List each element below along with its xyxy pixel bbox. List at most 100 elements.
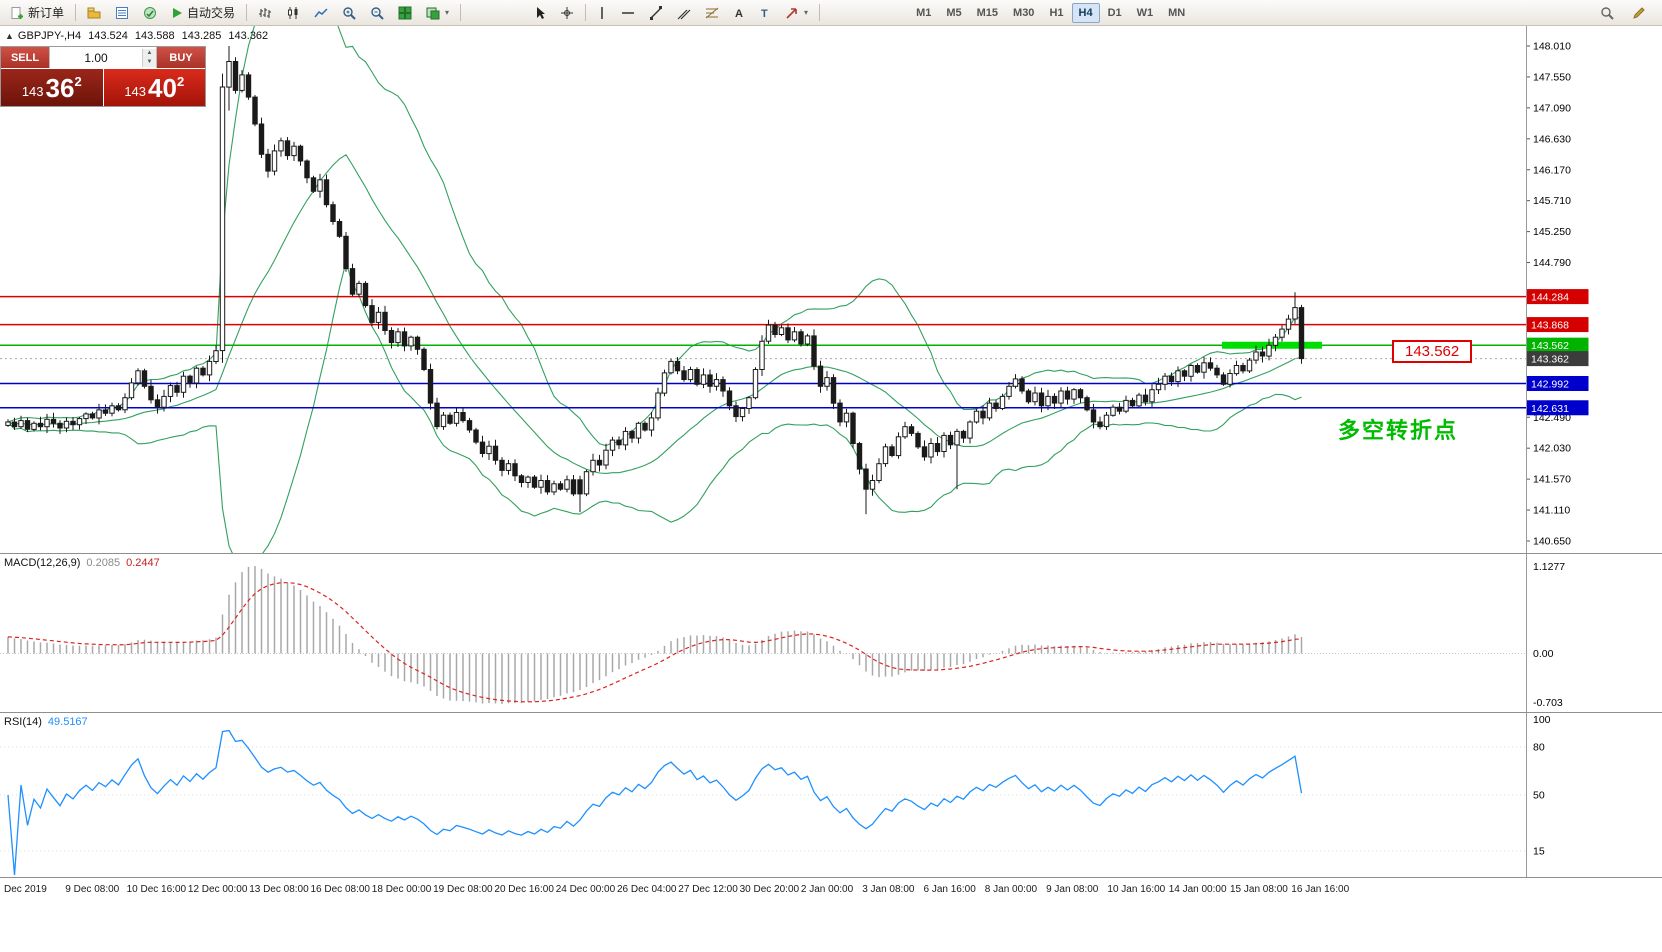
bar-close: 143.362 bbox=[228, 30, 269, 42]
auto-trading-label: 自动交易 bbox=[187, 6, 236, 20]
search-icon bbox=[1600, 6, 1614, 20]
volume-box: ▲ ▼ bbox=[49, 47, 157, 68]
time-axis-label: 2 Jan 00:00 bbox=[800, 884, 854, 895]
text-button[interactable]: A bbox=[727, 3, 751, 23]
timeframe-toolbar: M1 M5 M15 M30 H1 H4 D1 W1 MN bbox=[909, 2, 1192, 23]
profiles-button[interactable] bbox=[81, 3, 107, 23]
new-order-icon bbox=[10, 6, 24, 20]
crosshair-button[interactable] bbox=[554, 3, 580, 23]
sell-price-display[interactable]: 143 36 2 bbox=[1, 69, 103, 106]
tile-windows-button[interactable] bbox=[392, 3, 418, 23]
price-level-label bbox=[1526, 289, 1589, 305]
macd-name: MACD(12,26,9) bbox=[4, 557, 81, 569]
timeframe-button-m1[interactable]: M1 bbox=[916, 6, 932, 19]
macd-label: MACD(12,26,9) 0.2085 0.2447 bbox=[4, 557, 160, 569]
macd-value-signal: 0.2447 bbox=[126, 557, 160, 569]
macd-scale-label: -0.703 bbox=[1533, 697, 1563, 709]
one-click-trading-panel: SELL ▲ ▼ BUY 143 36 2 143 40 2 bbox=[0, 46, 206, 107]
timeframe-button-h1[interactable]: H1 bbox=[1049, 6, 1064, 19]
equidistant-channel-button[interactable] bbox=[671, 3, 697, 23]
rsi-panel[interactable]: 100 80 50 15 bbox=[0, 713, 1662, 877]
panel-splitter[interactable] bbox=[0, 553, 1662, 554]
toolbar-separator bbox=[460, 4, 462, 21]
timeframe-button-m5[interactable]: M5 bbox=[946, 6, 962, 19]
time-axis-label: 8 Jan 00:00 bbox=[984, 884, 1038, 895]
new-chart-button[interactable]: ▾ bbox=[420, 3, 455, 23]
edit-icon bbox=[1632, 6, 1646, 20]
timeframe-button-h4[interactable]: H4 bbox=[1071, 2, 1100, 23]
chart-ohlc-header: ▲ GBPJPY-,H4 143.524 143.588 143.285 143.362 bbox=[5, 30, 275, 42]
bar-high: 143.588 bbox=[134, 30, 175, 42]
chevron-down-icon: ▾ bbox=[445, 8, 450, 17]
horizontal-line-button[interactable] bbox=[615, 3, 641, 23]
text-label-button[interactable]: T bbox=[753, 3, 777, 23]
timeframe-button-d1[interactable]: D1 bbox=[1107, 6, 1122, 19]
buy-price-prefix: 143 bbox=[124, 84, 147, 99]
volume-input[interactable] bbox=[50, 49, 142, 66]
strategy-button[interactable] bbox=[137, 3, 163, 23]
new-order-label: 新订单 bbox=[28, 6, 65, 20]
market-depth-icon bbox=[115, 6, 129, 20]
candlestick-chart-button[interactable] bbox=[280, 3, 306, 23]
time-axis-label: 16 Jan 16:00 bbox=[1291, 884, 1350, 895]
panel-splitter[interactable] bbox=[0, 712, 1662, 713]
price-level-label bbox=[1526, 375, 1589, 391]
equidistant-channel-icon bbox=[677, 6, 691, 20]
svg-text:144.284: 144.284 bbox=[1531, 292, 1569, 304]
arrow-objects-button[interactable]: ▾ bbox=[779, 3, 814, 23]
zoom-out-icon bbox=[370, 6, 384, 20]
zoom-in-button[interactable] bbox=[336, 3, 362, 23]
panel-splitter[interactable] bbox=[0, 877, 1662, 878]
line-chart-button[interactable] bbox=[308, 3, 334, 23]
auto-trading-button[interactable]: 自动交易 bbox=[165, 3, 241, 23]
svg-text:142.631: 142.631 bbox=[1531, 403, 1569, 415]
price-tick-label: 142.030 bbox=[1533, 443, 1571, 455]
price-tick-label: 145.250 bbox=[1533, 226, 1571, 238]
edit-button[interactable] bbox=[1626, 3, 1652, 23]
buy-price-big: 40 bbox=[148, 72, 177, 103]
timeframe-button-m15[interactable]: M15 bbox=[976, 6, 999, 19]
one-click-panel-toggle[interactable]: ▲ bbox=[5, 31, 14, 41]
new-order-button[interactable]: 新订单 bbox=[4, 3, 70, 23]
horizontal-line-icon bbox=[621, 6, 635, 20]
price-annotation-box[interactable]: 143.562 bbox=[1392, 340, 1473, 363]
bar-chart-icon bbox=[258, 6, 272, 20]
cursor-button[interactable] bbox=[528, 3, 552, 23]
tile-windows-icon bbox=[398, 6, 412, 20]
bar-low: 143.285 bbox=[181, 30, 222, 42]
price-tick-label: 140.650 bbox=[1533, 536, 1571, 548]
price-level-label bbox=[1526, 351, 1589, 367]
fibonacci-button[interactable] bbox=[699, 3, 725, 23]
time-axis-label: 26 Dec 04:00 bbox=[617, 884, 677, 895]
search-button[interactable] bbox=[1594, 3, 1620, 23]
turning-point-note[interactable]: 多空转折点 bbox=[1338, 418, 1459, 443]
price-level-label bbox=[1526, 317, 1589, 333]
sell-button[interactable]: SELL bbox=[1, 47, 49, 68]
text-icon: A bbox=[733, 6, 745, 20]
time-axis-label: 12 Dec 00:00 bbox=[187, 884, 248, 895]
timeframe-button-mn[interactable]: MN bbox=[1168, 6, 1186, 19]
buy-price-sup: 2 bbox=[176, 74, 185, 89]
vertical-line-button[interactable] bbox=[591, 3, 613, 23]
price-level-label bbox=[1526, 400, 1589, 416]
volume-increase-button[interactable]: ▲ bbox=[143, 48, 156, 58]
svg-text:143.562: 143.562 bbox=[1531, 340, 1569, 352]
arrow-objects-icon bbox=[785, 6, 799, 20]
time-axis-label: 10 Dec 16:00 bbox=[126, 884, 187, 895]
zoom-out-button[interactable] bbox=[364, 3, 390, 23]
macd-histogram bbox=[7, 566, 1303, 704]
buy-button[interactable]: BUY bbox=[157, 47, 205, 68]
timeframe-button-w1[interactable]: W1 bbox=[1136, 6, 1154, 19]
time-axis-label: 13 Dec 08:00 bbox=[249, 884, 309, 895]
time-axis-label: 18 Dec 00:00 bbox=[371, 884, 432, 895]
volume-decrease-button[interactable]: ▼ bbox=[143, 57, 156, 67]
price-tick-label: 146.170 bbox=[1533, 164, 1571, 176]
macd-panel[interactable]: 1.1277 0.00 -0.703 bbox=[0, 554, 1662, 712]
bar-chart-button[interactable] bbox=[252, 3, 278, 23]
buy-price-display[interactable]: 143 40 2 bbox=[103, 69, 205, 106]
price-level-label bbox=[1526, 337, 1589, 353]
trendline-button[interactable] bbox=[643, 3, 669, 23]
timeframe-button-m30[interactable]: M30 bbox=[1013, 6, 1035, 19]
price-chart[interactable]: 148.010 147.550 147.090 146.630 146.170 145.7… bbox=[0, 26, 1662, 553]
market-depth-button[interactable] bbox=[109, 3, 135, 23]
